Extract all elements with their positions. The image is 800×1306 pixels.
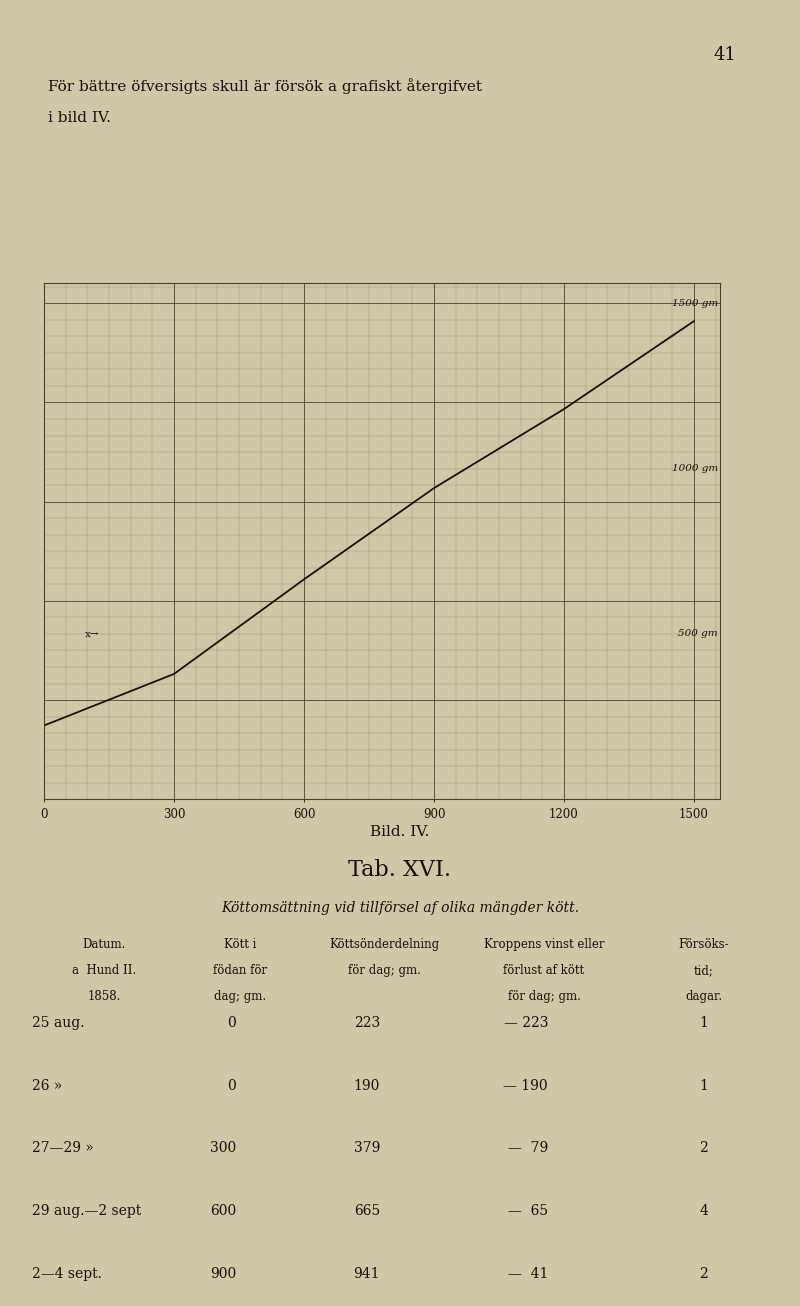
Text: 0: 0 [227, 1079, 236, 1093]
Text: 1000 gm: 1000 gm [671, 464, 718, 473]
Text: —  65: — 65 [508, 1204, 548, 1218]
Text: Bild. IV.: Bild. IV. [370, 825, 430, 840]
Text: 379: 379 [354, 1141, 380, 1156]
Text: 500 gm: 500 gm [678, 629, 718, 639]
Text: i bild IV.: i bild IV. [48, 111, 111, 125]
Text: 1500 gm: 1500 gm [671, 299, 718, 308]
Text: 223: 223 [354, 1016, 380, 1030]
Text: a  Hund II.: a Hund II. [72, 964, 136, 977]
Text: Datum.: Datum. [82, 938, 126, 951]
Text: 27—29 »: 27—29 » [32, 1141, 94, 1156]
Text: —  41: — 41 [508, 1267, 548, 1281]
Text: för dag; gm.: för dag; gm. [347, 964, 421, 977]
Text: Kroppens vinst eller: Kroppens vinst eller [484, 938, 604, 951]
Text: 2—4 sept.: 2—4 sept. [32, 1267, 102, 1281]
Text: 25 aug.: 25 aug. [32, 1016, 85, 1030]
Text: 665: 665 [354, 1204, 380, 1218]
Text: 1858.: 1858. [87, 990, 121, 1003]
Text: 300: 300 [210, 1141, 236, 1156]
Text: — 190: — 190 [503, 1079, 548, 1093]
Text: 0: 0 [227, 1016, 236, 1030]
Text: 190: 190 [354, 1079, 380, 1093]
Text: dag; gm.: dag; gm. [214, 990, 266, 1003]
Text: Köttomsättning vid tillförsel af olika mängder kött.: Köttomsättning vid tillförsel af olika m… [221, 901, 579, 916]
Text: 600: 600 [210, 1204, 236, 1218]
Text: 2: 2 [699, 1267, 708, 1281]
Text: — 223: — 223 [503, 1016, 548, 1030]
Text: 29 aug.—2 sept: 29 aug.—2 sept [32, 1204, 142, 1218]
Text: 1: 1 [699, 1016, 708, 1030]
Text: Tab. XVI.: Tab. XVI. [349, 859, 451, 882]
Text: Kött i: Kött i [224, 938, 256, 951]
Text: förlust af kött: förlust af kött [503, 964, 585, 977]
Text: 941: 941 [354, 1267, 380, 1281]
Text: Försöks-: Försöks- [678, 938, 730, 951]
Text: 4: 4 [699, 1204, 708, 1218]
Text: 2: 2 [699, 1141, 708, 1156]
Text: tid;: tid; [694, 964, 714, 977]
Text: 26 »: 26 » [32, 1079, 62, 1093]
Text: x→: x→ [85, 631, 100, 639]
Text: —  79: — 79 [508, 1141, 548, 1156]
Text: 900: 900 [210, 1267, 236, 1281]
Text: För bättre öfversigts skull är försök a grafiskt återgifvet: För bättre öfversigts skull är försök a … [48, 78, 482, 94]
Text: födan för: födan för [213, 964, 267, 977]
Text: 1: 1 [699, 1079, 708, 1093]
Text: för dag; gm.: för dag; gm. [507, 990, 581, 1003]
Text: dagar.: dagar. [686, 990, 722, 1003]
Text: Köttsönderdelning: Köttsönderdelning [329, 938, 439, 951]
Text: 41: 41 [713, 46, 736, 64]
